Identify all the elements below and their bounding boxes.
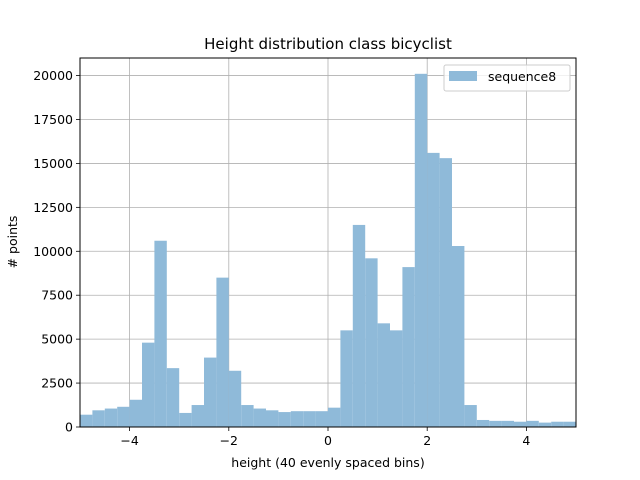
y-tick-label: 10000 <box>33 244 73 259</box>
x-tick-label: −4 <box>120 433 138 448</box>
y-tick-label: 7500 <box>41 288 73 303</box>
histogram-bar <box>377 323 390 427</box>
x-tick-label: 0 <box>324 433 332 448</box>
histogram-bar <box>92 410 105 427</box>
y-tick-label: 20000 <box>33 68 73 83</box>
histogram-bar <box>142 342 155 427</box>
histogram-bar <box>266 410 279 427</box>
y-tick-label: 5000 <box>41 332 73 347</box>
y-tick-label: 12500 <box>33 200 73 215</box>
histogram-bar <box>179 412 192 427</box>
histogram-bar <box>439 158 452 427</box>
x-tick-label: −2 <box>220 433 238 448</box>
histogram-bar <box>241 405 254 427</box>
histogram-bar <box>352 224 366 427</box>
histogram-bar <box>328 407 341 427</box>
histogram-bar <box>253 408 266 427</box>
histogram-bar <box>365 258 378 427</box>
histogram-bar <box>526 420 539 427</box>
x-tick-label: 4 <box>522 433 530 448</box>
histogram-bar <box>414 73 428 428</box>
histogram-bar <box>80 414 93 427</box>
y-tick-label: 2500 <box>41 376 73 391</box>
histogram-bar <box>551 421 564 427</box>
histogram-bar <box>315 411 328 427</box>
histogram-bar <box>390 330 403 427</box>
histogram-bar <box>166 368 180 427</box>
histogram-bar <box>563 421 576 427</box>
histogram-bar <box>402 267 415 427</box>
histogram-bar <box>427 152 440 427</box>
y-axis-ticks: 0 2500 5000 7500 10000 12500 15000 17500 20000 <box>33 68 80 435</box>
histogram-bar <box>104 408 118 427</box>
legend-swatch <box>449 71 477 81</box>
histogram-bar <box>228 370 242 427</box>
histogram-bar <box>216 277 229 427</box>
histogram-bar <box>129 399 142 427</box>
histogram-bar <box>340 330 353 427</box>
y-axis-label: # points <box>5 216 20 269</box>
histogram-bar <box>476 419 490 427</box>
histogram-bar <box>117 406 130 427</box>
legend-label: sequence8 <box>488 69 556 84</box>
y-tick-label: 17500 <box>33 112 73 127</box>
histogram-bar <box>538 422 552 427</box>
legend: sequence8 <box>443 64 571 92</box>
chart-title: Height distribution class bicyclist <box>204 35 452 53</box>
x-tick-label: 2 <box>423 433 431 448</box>
histogram-bar <box>452 246 465 427</box>
histogram-bar <box>464 405 477 427</box>
histogram-bar <box>154 240 167 427</box>
histogram-bar <box>278 412 291 427</box>
x-axis-ticks: −4 −2 0 2 4 <box>120 427 530 448</box>
histogram-bar <box>290 411 304 427</box>
histogram-bar <box>303 411 316 427</box>
y-tick-label: 0 <box>65 420 73 435</box>
y-tick-label: 15000 <box>33 156 73 171</box>
histogram-bar <box>501 420 514 427</box>
x-axis-label: height (40 evenly spaced bins) <box>231 455 424 470</box>
bars <box>80 73 576 428</box>
histogram-bar <box>489 420 502 427</box>
histogram-bar <box>204 357 217 427</box>
histogram-bar <box>191 405 204 427</box>
histogram-bar <box>514 421 527 427</box>
